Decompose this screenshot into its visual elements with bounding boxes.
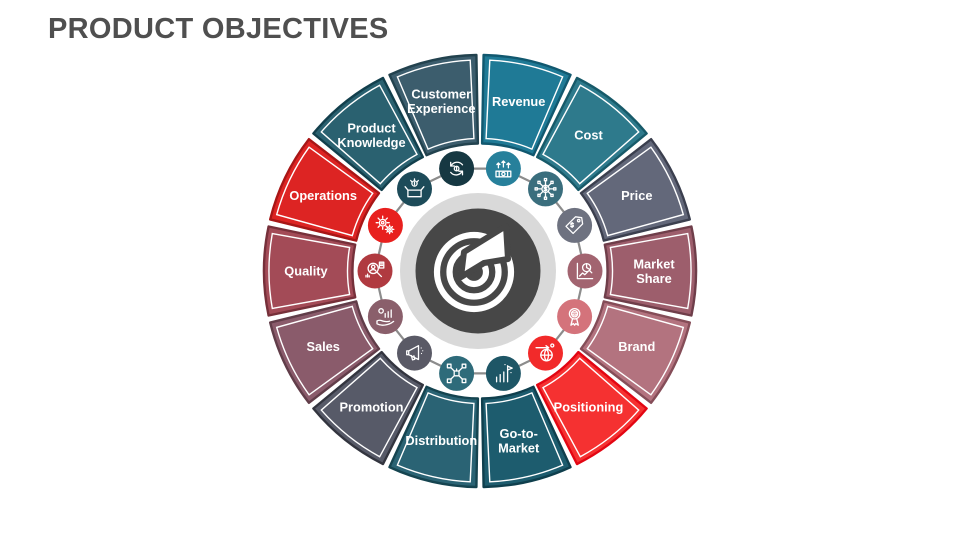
segment-label-product-knowledge: Product Knowledge bbox=[337, 120, 405, 150]
launch-chart-icon bbox=[495, 364, 513, 383]
segment-inner-outline bbox=[586, 305, 685, 396]
segment-label-promotion: Promotion bbox=[340, 400, 404, 415]
segment-inner-outline bbox=[396, 391, 475, 483]
segment-product-knowledge: Product Knowledge bbox=[312, 76, 424, 192]
segment-price: Price bbox=[579, 138, 691, 242]
price-tag-icon bbox=[565, 216, 584, 235]
segment-inner-outline bbox=[586, 146, 685, 237]
icon-circle-price bbox=[557, 207, 593, 243]
open-box-idea-icon bbox=[404, 178, 425, 198]
segment-label-distribution: Distribution bbox=[405, 433, 477, 448]
segment-inner-outline bbox=[542, 357, 640, 458]
segment-label-revenue: Revenue bbox=[492, 94, 545, 109]
segment-label-quality: Quality bbox=[284, 264, 328, 279]
gears-icon bbox=[375, 215, 395, 235]
slide-title: PRODUCT OBJECTIVES bbox=[48, 13, 389, 45]
segment-inner-outline bbox=[485, 391, 564, 483]
segment-brand: Brand bbox=[579, 300, 691, 404]
segment-sales: Sales bbox=[269, 300, 381, 404]
circular-arrows-icon bbox=[450, 161, 464, 176]
segment-label-market-share: Market Share bbox=[633, 256, 675, 286]
segment-go-to-market: Go-to-Market bbox=[480, 385, 572, 489]
person-magnifier-icon bbox=[365, 261, 385, 278]
icon-circle-promotion bbox=[397, 335, 432, 371]
segment-inner-outline bbox=[320, 357, 418, 458]
segment-label-sales: Sales bbox=[306, 339, 339, 354]
segment-label-price: Price bbox=[621, 188, 652, 203]
icon-circle-go-to-market bbox=[485, 355, 521, 391]
center-target bbox=[400, 193, 556, 349]
segment-promotion: Promotion bbox=[312, 350, 424, 466]
dart-arrow bbox=[458, 223, 511, 280]
segment-inner-outline bbox=[542, 84, 640, 185]
icon-circle-sales bbox=[367, 299, 403, 335]
segment-inner-outline bbox=[320, 84, 418, 185]
segment-label-customer-experience: Customer Experience bbox=[407, 87, 475, 117]
globe-arrow-icon bbox=[535, 343, 555, 362]
icon-circle-quality bbox=[357, 253, 393, 289]
segment-inner-outline bbox=[609, 232, 692, 310]
award-ribbon-icon bbox=[568, 307, 581, 326]
segment-revenue: Revenue bbox=[480, 53, 572, 157]
segment-customer-experience: Customer Experience bbox=[388, 53, 480, 157]
segment-quality: Quality bbox=[262, 225, 357, 317]
segment-label-go-to-market: Go-to-Market bbox=[498, 426, 540, 456]
segment-label-operations: Operations bbox=[289, 188, 357, 203]
segment-inner-outline bbox=[396, 59, 475, 151]
icon-circle-cost bbox=[528, 171, 563, 207]
segment-inner-outline bbox=[275, 146, 374, 237]
icon-circle-operations bbox=[367, 207, 403, 243]
segment-label-cost: Cost bbox=[574, 128, 603, 143]
icon-circle-revenue bbox=[485, 151, 521, 187]
segment-label-positioning: Positioning bbox=[554, 400, 624, 415]
icon-circle-product-knowledge bbox=[397, 171, 432, 207]
segment-inner-outline bbox=[275, 305, 374, 396]
icon-circle-brand bbox=[557, 299, 593, 335]
segment-operations: Operations bbox=[269, 138, 381, 242]
icon-circle-distribution bbox=[439, 355, 475, 391]
megaphone-icon bbox=[406, 345, 424, 361]
hand-chart-icon bbox=[376, 308, 395, 326]
icon-circle-customer-experience bbox=[439, 151, 475, 187]
icon-circle-positioning bbox=[528, 335, 563, 371]
box-network-icon bbox=[446, 363, 467, 384]
money-growth-icon bbox=[495, 160, 512, 178]
icon-circle-market-share bbox=[567, 253, 603, 289]
segment-inner-outline bbox=[485, 59, 564, 151]
segment-distribution: Distribution bbox=[388, 385, 480, 489]
segment-cost: Cost bbox=[536, 76, 648, 192]
chart-pie-magnifier-icon bbox=[576, 262, 594, 280]
segment-market-share: Market Share bbox=[603, 225, 698, 317]
segment-inner-outline bbox=[268, 232, 351, 310]
segment-label-brand: Brand bbox=[618, 339, 655, 354]
dollar-network-icon bbox=[534, 177, 557, 200]
segment-positioning: Positioning bbox=[536, 350, 648, 466]
